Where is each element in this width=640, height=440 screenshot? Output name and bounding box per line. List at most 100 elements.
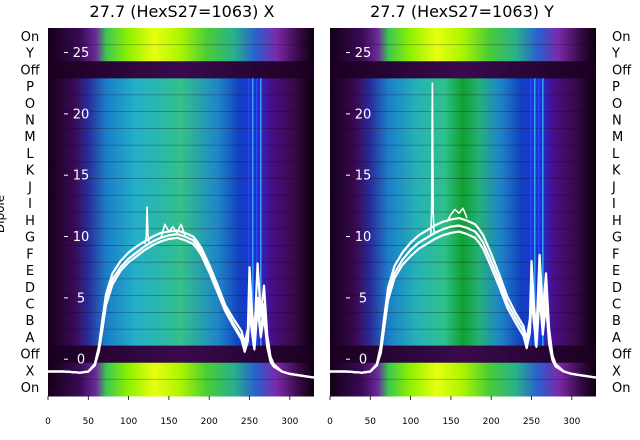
trace-line-2 — [330, 230, 597, 379]
xtick-label: 100 — [120, 417, 137, 427]
heatmap-row-4 — [330, 94, 596, 113]
row-label-left: H — [25, 214, 35, 229]
row-label-right: A — [612, 331, 621, 346]
overlay-ytick-label: 0 — [77, 353, 85, 368]
spectral-stripe — [529, 78, 532, 346]
trace-line-3 — [429, 82, 436, 237]
heatmap-row-4 — [48, 94, 314, 113]
trace-line-3 — [143, 206, 152, 245]
row-label-left: M — [24, 130, 35, 145]
spectral-stripe — [537, 78, 540, 346]
row-label-left: Off — [20, 348, 40, 363]
overlay-ytick-label: 20 — [355, 107, 372, 122]
row-label-left: X — [26, 364, 35, 379]
row-label-left: P — [26, 80, 34, 95]
xtick-label: 0 — [45, 417, 51, 427]
row-label-right: On — [612, 381, 630, 396]
heatmap-row-10 — [330, 195, 596, 213]
heatmap-row-6 — [48, 128, 314, 146]
row-label-left: Y — [25, 47, 34, 62]
row-label-left: K — [26, 164, 35, 179]
trace-line-4 — [446, 207, 468, 223]
chart-title: 27.7 (HexS27=1063) X — [90, 2, 275, 21]
chart-title: 27.7 (HexS27=1063) Y — [370, 2, 554, 21]
row-label-right: G — [612, 231, 622, 246]
heatmap-row-3 — [330, 78, 596, 96]
row-label-left: F — [26, 247, 33, 262]
row-label-left: L — [26, 147, 34, 162]
row-label-right: K — [612, 164, 621, 179]
heatmap-row-5 — [330, 111, 596, 129]
overlay-ytick-label: 15 — [73, 169, 90, 184]
spectral-stripe — [247, 78, 250, 346]
row-label-right: M — [612, 130, 623, 145]
heatmap-row-5 — [48, 111, 314, 129]
row-label-right: Off — [612, 348, 632, 363]
trace-line-4 — [160, 223, 186, 239]
overlay-ytick-label: 10 — [73, 230, 90, 245]
heatmap-row-20 — [48, 362, 314, 380]
xtick-label: 200 — [483, 417, 500, 427]
row-label-left: Off — [20, 63, 40, 78]
row-label-right: C — [612, 298, 621, 313]
overlay-ytick-label: 20 — [73, 107, 90, 122]
row-label-left: E — [26, 264, 34, 279]
trace-line-1 — [330, 217, 597, 379]
row-label-left: On — [21, 30, 39, 45]
heatmap-row-19 — [48, 345, 314, 364]
heatmap-row-14 — [48, 262, 314, 280]
row-label-right: N — [612, 114, 622, 129]
spectral-stripe — [251, 78, 254, 346]
xtick-label: 300 — [563, 417, 580, 427]
xtick-label: 150 — [442, 417, 459, 427]
row-label-right: E — [612, 264, 620, 279]
overlay-ytick-label: 15 — [355, 169, 372, 184]
trace-line-2 — [48, 236, 315, 379]
heatmap-row-1 — [48, 44, 314, 62]
xtick-label: 250 — [523, 417, 540, 427]
overlay-ytick-label: 0 — [359, 353, 367, 368]
y-axis-label: Dipole — [0, 195, 7, 233]
trace-line-1 — [48, 229, 315, 379]
xtick-label: 150 — [160, 417, 177, 427]
heatmap-row-2 — [48, 61, 314, 79]
row-label-right: P — [612, 80, 620, 95]
heatmap-row-7 — [48, 145, 314, 163]
row-label-left: O — [25, 97, 35, 112]
row-label-left: A — [26, 331, 35, 346]
row-label-left: D — [25, 281, 35, 296]
row-label-right: H — [612, 214, 622, 229]
heatmap-row-15 — [48, 278, 314, 297]
row-label-left: C — [25, 298, 34, 313]
heatmap-row-11 — [330, 212, 596, 230]
heatmap-row-0 — [48, 28, 314, 46]
overlay-ytick-label: 5 — [359, 291, 367, 306]
row-label-left: J — [27, 180, 32, 195]
row-label-right: On — [612, 30, 630, 45]
heatmap-row-18 — [48, 329, 314, 347]
overlay-ytick-label: 25 — [73, 46, 90, 61]
heatmap-row-7 — [330, 145, 596, 163]
row-label-left: I — [28, 197, 32, 212]
row-label-right: F — [612, 247, 619, 262]
heatmap-row-8 — [330, 161, 596, 180]
xtick-label: 200 — [201, 417, 218, 427]
xtick-label: 0 — [327, 417, 333, 427]
row-label-left: B — [26, 314, 35, 329]
heatmap-row-9 — [48, 178, 314, 196]
heatmap-row-12 — [330, 228, 596, 246]
row-label-right: B — [612, 314, 621, 329]
heatmap-row-1 — [330, 44, 596, 62]
heatmap-row-9 — [330, 178, 596, 196]
heatmap-row-8 — [48, 161, 314, 180]
heatmap-row-6 — [330, 128, 596, 146]
spectral-stripe — [533, 78, 536, 346]
overlay-ytick-label: 5 — [77, 291, 85, 306]
heatmap-row-20 — [330, 362, 596, 380]
row-label-right: X — [612, 364, 621, 379]
heatmap-row-11 — [48, 212, 314, 230]
heatmap-row-13 — [330, 245, 596, 263]
